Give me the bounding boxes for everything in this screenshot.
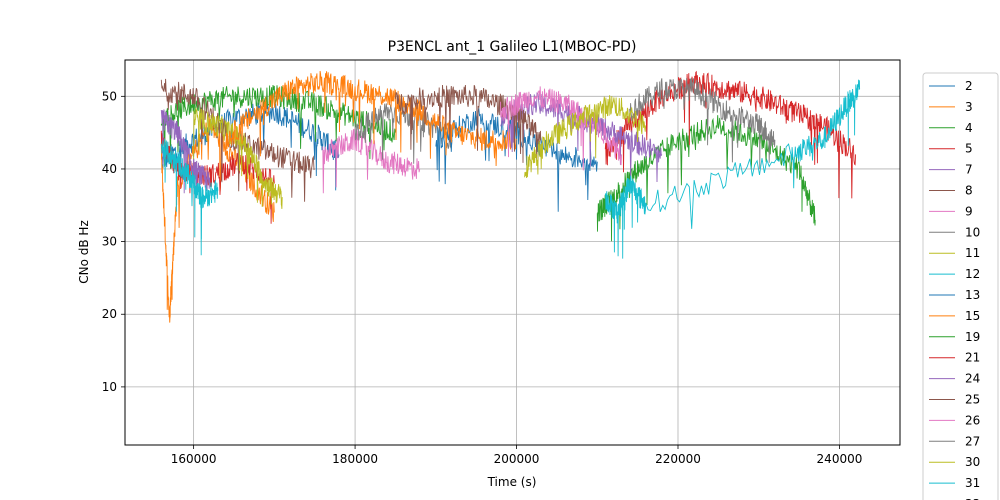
y-tick-label: 30 xyxy=(102,235,117,249)
y-tick-label: 20 xyxy=(102,307,117,321)
series-line-5 xyxy=(160,130,275,224)
x-tick-label: 180000 xyxy=(332,452,378,466)
legend-label-21: 21 xyxy=(965,351,980,365)
series-line-13 xyxy=(435,107,598,212)
legend-label-25: 25 xyxy=(965,393,980,407)
x-tick-label: 200000 xyxy=(494,452,540,466)
x-tick-label: 240000 xyxy=(817,452,863,466)
legend-label-7: 7 xyxy=(965,163,973,177)
x-axis: 160000 180000 200000 220000 240000 xyxy=(171,445,863,466)
x-tick-label: 220000 xyxy=(655,452,701,466)
y-tick-label: 10 xyxy=(102,380,117,394)
series-line-9 xyxy=(322,128,421,194)
y-tick-label: 40 xyxy=(102,162,117,176)
legend-box xyxy=(922,72,999,500)
series-line-25 xyxy=(394,84,542,163)
y-tick-label: 50 xyxy=(102,89,117,103)
legend-label-2: 2 xyxy=(965,79,973,93)
chart-title: P3ENCL ant_1 Galileo L1(MBOC-PD) xyxy=(388,39,637,55)
series-line-15 xyxy=(225,70,517,167)
legend-label-19: 19 xyxy=(965,330,980,344)
legend-label-12: 12 xyxy=(965,267,980,281)
legend-label-9: 9 xyxy=(965,204,973,218)
x-tick-label: 160000 xyxy=(171,452,217,466)
legend-label-30: 30 xyxy=(965,455,980,469)
legend-label-3: 3 xyxy=(965,100,973,114)
series-line-7 xyxy=(160,109,211,195)
legend-label-31: 31 xyxy=(965,476,980,490)
legend-label-27: 27 xyxy=(965,434,980,448)
legend-label-13: 13 xyxy=(965,288,980,302)
series-line-10 xyxy=(354,103,453,164)
series-line-27 xyxy=(629,78,776,170)
series-line-11 xyxy=(193,107,283,209)
legend-label-11: 11 xyxy=(965,246,980,260)
y-axis: 10 20 30 40 50 xyxy=(102,89,125,394)
plot-frame xyxy=(124,59,901,446)
legend-label-5: 5 xyxy=(965,142,973,156)
legend-label-4: 4 xyxy=(965,121,973,135)
legend-label-26: 26 xyxy=(965,413,980,427)
series-line-30 xyxy=(524,95,647,179)
legend-label-24: 24 xyxy=(965,372,980,386)
series-line-31 xyxy=(604,79,861,259)
series-line-19 xyxy=(596,115,816,242)
x-axis-label: Time (s) xyxy=(487,475,537,489)
series-line-26 xyxy=(499,86,622,171)
legend: 2 3 4 5 7 8 9 10 11 12 13 15 19 21 24 25 26 27 30 31 33 xyxy=(922,72,999,500)
legend-label-8: 8 xyxy=(965,184,973,198)
y-axis-label: CNo dB Hz xyxy=(77,220,91,284)
series-layer xyxy=(160,70,861,323)
series-line-12 xyxy=(160,138,219,256)
legend-label-overflow: 33 xyxy=(965,497,980,500)
legend-label-10: 10 xyxy=(965,225,980,239)
series-line-8 xyxy=(160,78,315,202)
legend-label-15: 15 xyxy=(965,309,980,323)
